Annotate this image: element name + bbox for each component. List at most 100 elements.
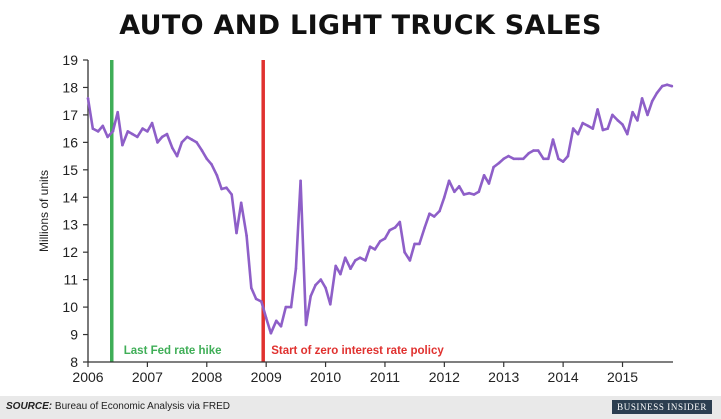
data-point	[245, 234, 248, 237]
source-label: SOURCE:	[6, 401, 53, 412]
data-point	[264, 316, 268, 320]
data-point	[319, 278, 323, 281]
data-point	[150, 121, 154, 125]
data-point	[190, 138, 194, 141]
data-point	[254, 297, 258, 301]
data-point	[438, 209, 441, 213]
data-point	[591, 127, 595, 130]
data-point	[650, 99, 654, 103]
data-point	[497, 161, 501, 165]
x-tick-label: 2006	[72, 369, 103, 385]
brand-logo: BUSINESS INSIDER	[612, 400, 712, 414]
data-point	[408, 259, 412, 262]
data-point	[210, 163, 213, 166]
data-point	[566, 154, 570, 158]
data-point	[561, 160, 565, 163]
data-point	[185, 135, 189, 139]
data-point	[294, 267, 298, 271]
data-point	[126, 130, 130, 133]
data-point	[571, 127, 575, 130]
data-point	[517, 157, 520, 161]
data-point	[165, 132, 169, 136]
x-tick-label: 2008	[191, 369, 222, 385]
x-tick-label: 2011	[370, 369, 400, 385]
data-point	[536, 149, 540, 152]
data-point	[309, 294, 313, 298]
data-point	[235, 231, 238, 235]
axes-layer: 8 9 10 11 12 13 14 15 16 17 18 19 2006 2007 2008 2009 20…	[37, 52, 673, 385]
annotation-zero-rate: Start of zero interest rate policy	[271, 345, 444, 357]
y-tick-label: 8	[70, 354, 78, 370]
x-tick-label: 2014	[548, 369, 579, 385]
data-point	[131, 132, 134, 136]
data-point	[661, 84, 664, 88]
data-point	[670, 84, 674, 88]
data-point	[542, 157, 545, 161]
data-point	[215, 174, 219, 177]
data-point	[269, 331, 273, 335]
data-point	[655, 91, 659, 95]
y-tick-label: 13	[62, 217, 78, 233]
data-point	[175, 154, 179, 158]
data-point	[557, 157, 560, 161]
data-point	[581, 121, 584, 125]
data-point	[631, 110, 634, 114]
data-point	[141, 127, 144, 130]
data-point	[260, 300, 263, 303]
data-point	[368, 245, 372, 248]
annotation-rate-hike: Last Fed rate hike	[124, 345, 222, 357]
data-point	[601, 128, 605, 132]
data-point	[487, 182, 491, 185]
data-point	[443, 196, 446, 199]
data-point	[250, 286, 253, 290]
data-point	[492, 165, 495, 169]
x-tick-label: 2013	[488, 369, 519, 385]
y-tick-label: 19	[62, 52, 78, 68]
y-tick-label: 10	[62, 299, 78, 315]
data-point	[121, 143, 124, 147]
data-point	[383, 237, 387, 240]
y-tick-label: 12	[62, 244, 78, 260]
y-tick-label: 14	[62, 189, 78, 205]
x-tick-label: 2010	[310, 369, 341, 385]
x-tick-label: 2012	[429, 369, 460, 385]
data-point	[453, 190, 456, 194]
data-point	[586, 124, 590, 128]
data-point	[413, 242, 416, 246]
data-point	[551, 138, 555, 141]
data-point	[289, 305, 293, 309]
data-point	[378, 239, 382, 243]
x-tick-label: 2007	[132, 369, 163, 385]
data-point	[220, 187, 223, 191]
data-point	[314, 283, 317, 287]
data-point	[334, 264, 338, 268]
line-chart: 8 9 10 11 12 13 14 15 16 17 18 19 2006 2007 2008 2009 20…	[37, 52, 674, 385]
data-point	[116, 110, 119, 114]
sales-line	[86, 83, 674, 335]
data-point	[646, 113, 649, 117]
data-point	[329, 303, 332, 306]
series-layer	[86, 83, 674, 335]
data-point	[156, 141, 159, 144]
data-point	[324, 286, 327, 290]
data-point	[482, 174, 486, 177]
data-point	[665, 83, 669, 86]
y-tick-label: 9	[70, 327, 78, 343]
data-point	[279, 325, 283, 328]
data-point	[160, 135, 164, 139]
data-point	[626, 132, 629, 136]
data-point	[230, 193, 233, 196]
data-point	[354, 259, 357, 262]
annotation-layer: Last Fed rate hike Start of zero interest…	[124, 345, 445, 357]
source-note: SOURCE: Bureau of Economic Analysis via …	[6, 401, 230, 412]
data-point	[468, 191, 471, 195]
data-point	[275, 319, 278, 323]
data-point	[502, 157, 506, 161]
data-point	[462, 193, 466, 196]
data-point	[239, 201, 243, 205]
data-point	[457, 185, 461, 188]
source-text: Bureau of Economic Analysis via FRED	[54, 401, 230, 412]
chart-title: AUTO AND LIGHT TRUCK SALES	[119, 10, 602, 41]
data-point	[111, 130, 115, 133]
data-point	[146, 130, 149, 133]
